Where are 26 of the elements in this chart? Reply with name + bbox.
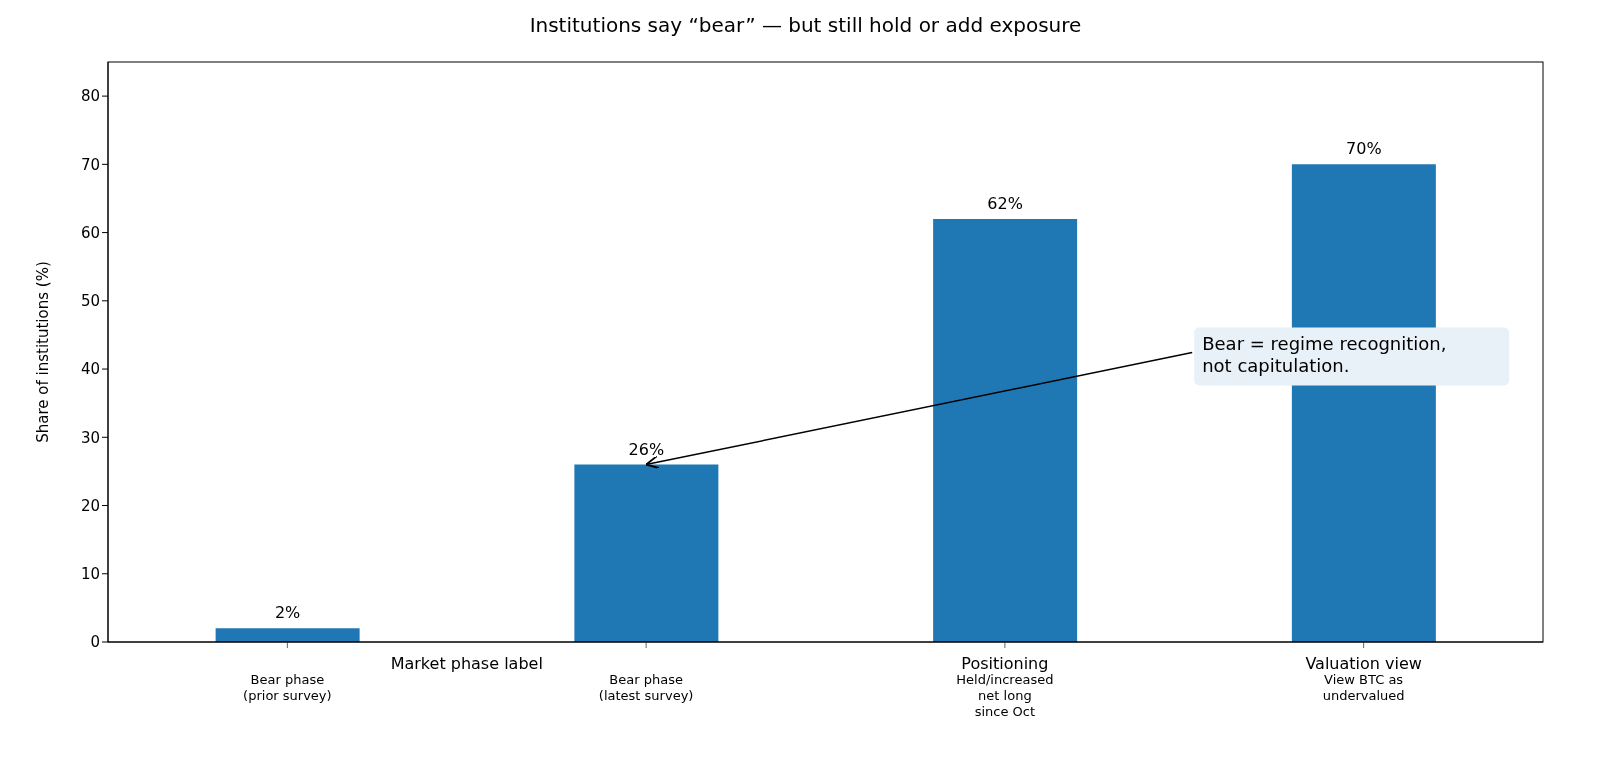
bar	[215, 628, 360, 642]
x-tick-label: Bear phase (prior survey)	[243, 672, 332, 703]
y-tick-label: 10	[80, 565, 100, 584]
annotation: Bear = regime recognition, not capitulation.	[1202, 332, 1447, 376]
text: Positioning	[961, 654, 1049, 673]
y-tick-label: 0	[90, 633, 100, 652]
data-label: 62%	[987, 193, 1023, 213]
data-label: 2%	[274, 603, 301, 623]
data-label: 70%	[1346, 139, 1382, 159]
bar	[574, 464, 719, 642]
bar	[933, 218, 1078, 642]
y-tick-label: 80	[80, 87, 100, 106]
y-tick-label: 20	[80, 496, 100, 515]
y-tick-label: 30	[80, 428, 100, 447]
chart-title: Institutions say “bear” — but still hold or add exposure	[528, 12, 1083, 39]
text: Market phase label	[390, 654, 543, 673]
y-tick-label: 70	[80, 155, 100, 174]
text: Valuation view	[1305, 654, 1422, 673]
x-tick-label: Bear phase (latest survey)	[598, 672, 694, 703]
y-tick-label: 50	[80, 292, 100, 311]
y-tick-label: 40	[80, 360, 100, 379]
y-tick-label: 60	[80, 223, 100, 242]
y-axis-title: Share of institutions (%)	[34, 261, 53, 443]
x-tick-label: View BTC as undervalued	[1322, 672, 1405, 703]
data-label: 26%	[628, 439, 665, 459]
x-tick-label: Held/increased net long since Oct	[956, 672, 1054, 719]
